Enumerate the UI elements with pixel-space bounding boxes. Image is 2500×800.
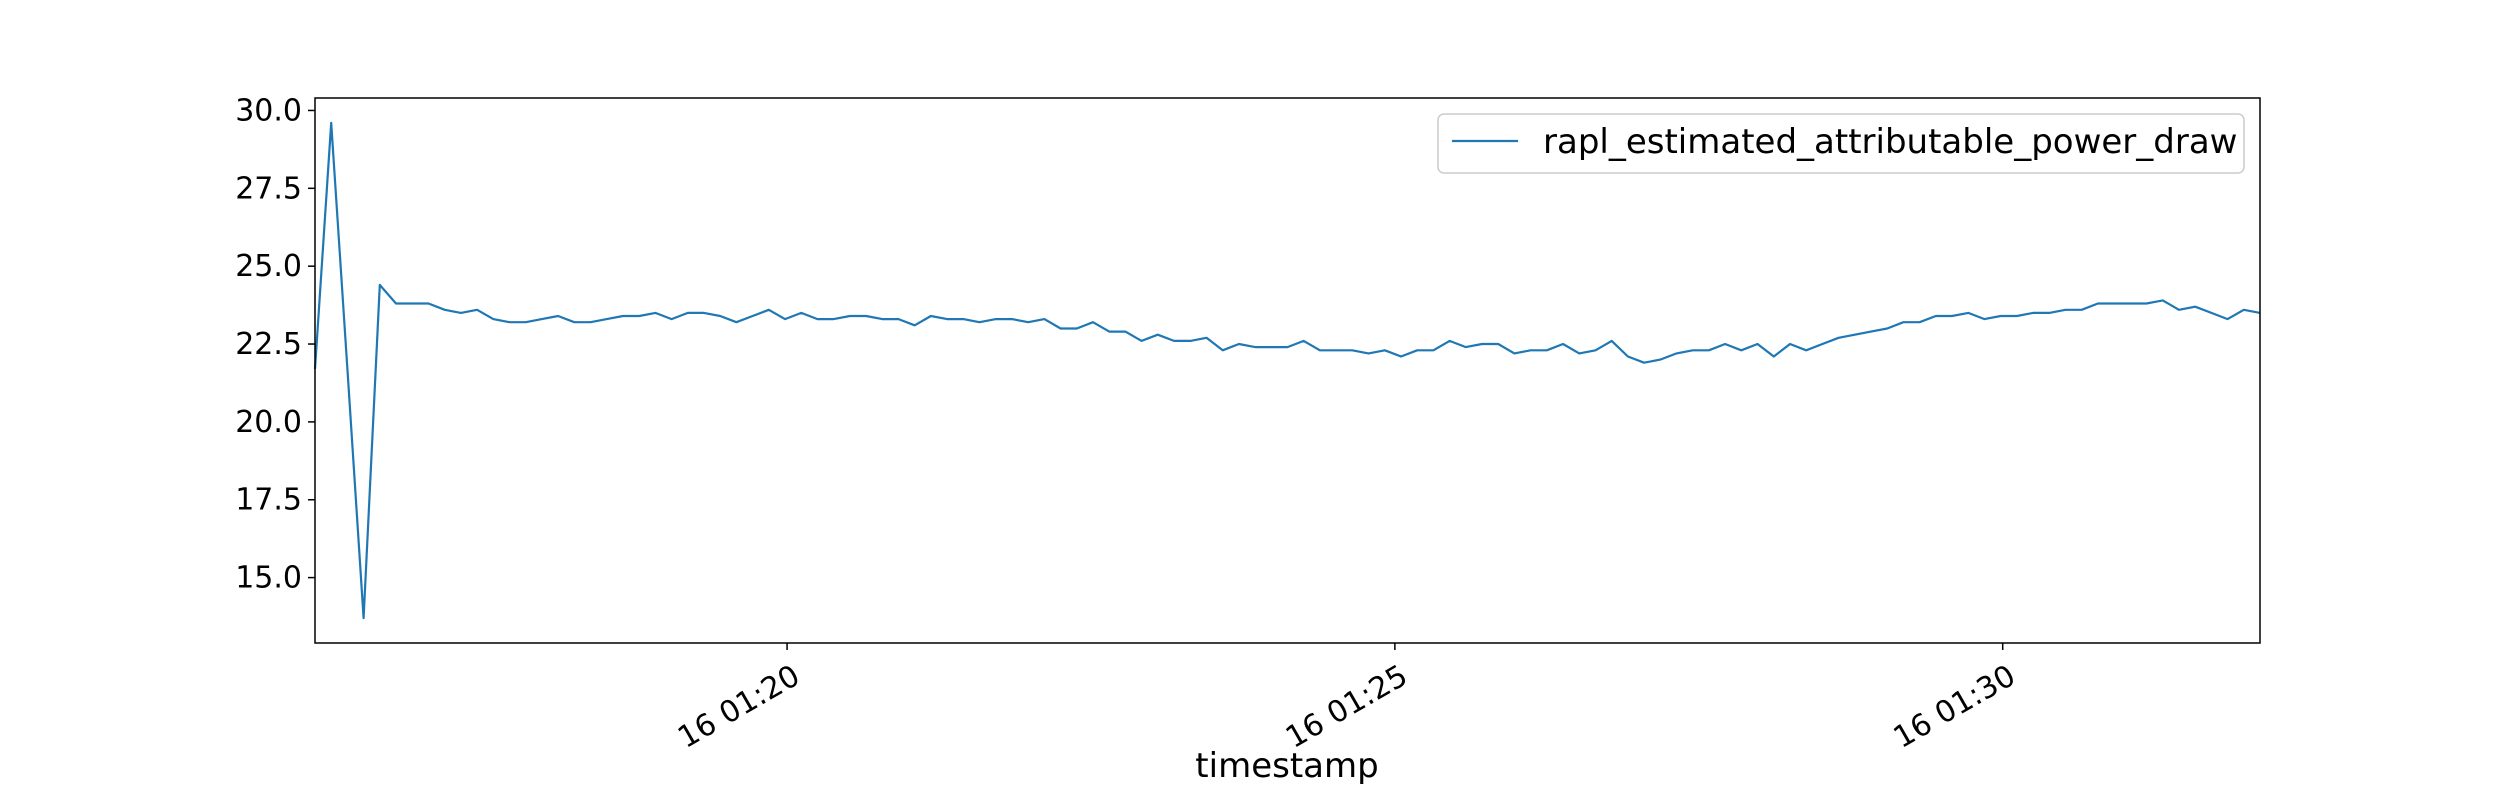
legend-box bbox=[1437, 113, 2245, 174]
series-line-rapl-estimated-attributable-power-draw bbox=[313, 121, 2261, 620]
x-axis-title: timestamp bbox=[1195, 746, 1378, 786]
y-tick-label: 27.5 bbox=[235, 171, 302, 206]
y-axis: 15.0 17.5 20.0 22.5 25.0 27.5 30.0 bbox=[235, 93, 315, 596]
plot-area-frame bbox=[314, 97, 2261, 644]
y-tick-label: 25.0 bbox=[235, 249, 302, 284]
x-tick-label: 16 01:25 bbox=[1280, 658, 1414, 755]
y-tick-label: 20.0 bbox=[235, 405, 302, 440]
y-tick-label: 22.5 bbox=[235, 327, 302, 362]
legend: rapl_estimated_attributable_power_draw bbox=[1437, 113, 2245, 174]
x-axis: 16 01:20 16 01:25 16 01:30 bbox=[672, 643, 2021, 756]
y-tick-label: 30.0 bbox=[235, 93, 302, 128]
y-tick-label: 17.5 bbox=[235, 483, 302, 518]
legend-label-rapl-estimated-attributable-power-draw: rapl_estimated_attributable_power_draw bbox=[1543, 122, 2238, 162]
x-tick-label: 16 01:30 bbox=[1888, 658, 2022, 755]
x-tick-label: 16 01:20 bbox=[672, 658, 806, 755]
y-tick-label: 15.0 bbox=[235, 561, 302, 596]
